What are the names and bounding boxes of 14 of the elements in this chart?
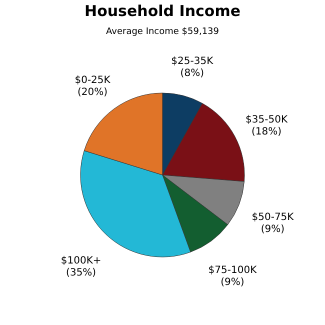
data-label: (8%)	[180, 68, 204, 79]
slice-label: $100K+	[60, 255, 102, 266]
data-label: (20%)	[78, 86, 108, 98]
data-label: (9%)	[260, 224, 285, 236]
data-label: (35%)	[66, 267, 96, 278]
slice-label: $75-100K	[208, 265, 258, 276]
slice-label: $35-50K	[246, 114, 288, 126]
chart-subtitle: Average Income $59,139	[106, 27, 220, 37]
chart-title: Household Income	[84, 2, 240, 20]
data-label: (9%)	[220, 277, 244, 288]
slice-label: $25-35K	[171, 56, 214, 67]
slice-label: $0-25K	[74, 74, 111, 86]
slice-label: $50-75K	[252, 212, 294, 224]
data-label: (18%)	[251, 126, 282, 138]
